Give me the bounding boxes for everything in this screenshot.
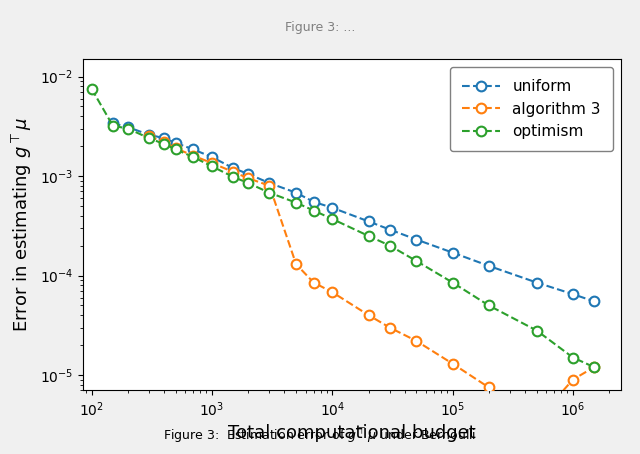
algorithm 3 [569,377,577,382]
optimism [266,190,273,195]
algorithm 3 [229,169,237,175]
algorithm 3 [449,361,456,366]
X-axis label: Total computational budget: Total computational budget [228,424,476,442]
optimism [533,328,541,333]
uniform [386,227,394,232]
uniform [292,190,300,195]
uniform [413,237,420,242]
algorithm 3 [292,262,300,267]
uniform [124,124,132,130]
optimism [386,243,394,248]
optimism [244,180,252,186]
uniform [109,120,116,126]
algorithm 3 [208,160,216,166]
uniform [310,199,317,205]
uniform [365,219,372,224]
optimism [569,355,577,360]
optimism [229,174,237,180]
optimism [328,216,336,222]
algorithm 3 [533,418,541,423]
algorithm 3 [413,338,420,344]
uniform [172,140,180,146]
uniform [266,180,273,186]
algorithm 3 [266,183,273,188]
algorithm 3 [485,385,493,390]
algorithm 3 [172,146,180,151]
uniform [449,250,456,255]
algorithm 3 [189,153,197,158]
optimism [365,233,372,239]
uniform [569,291,577,297]
algorithm 3 [244,176,252,181]
algorithm 3 [328,290,336,295]
algorithm 3 [145,134,153,139]
uniform [160,135,168,141]
optimism [310,208,317,213]
uniform [590,299,598,304]
uniform [328,205,336,211]
optimism [172,147,180,152]
uniform [485,263,493,269]
optimism [160,141,168,147]
algorithm 3 [590,365,598,370]
uniform [145,132,153,138]
algorithm 3 [365,312,372,318]
Line: uniform: uniform [108,118,599,306]
optimism [145,135,153,141]
algorithm 3 [160,139,168,145]
optimism [124,126,132,131]
optimism [109,123,116,128]
uniform [244,171,252,177]
uniform [208,154,216,160]
uniform [229,165,237,171]
Line: algorithm 3: algorithm 3 [144,132,599,425]
optimism [88,86,95,92]
optimism [292,200,300,205]
optimism [485,303,493,308]
Y-axis label: Error in estimating $g^\top\mu$: Error in estimating $g^\top\mu$ [10,117,35,332]
Legend: uniform, algorithm 3, optimism: uniform, algorithm 3, optimism [450,67,613,151]
Line: optimism: optimism [87,84,599,372]
algorithm 3 [310,280,317,285]
optimism [590,365,598,370]
optimism [208,164,216,169]
Text: Figure 3: ...: Figure 3: ... [285,21,355,34]
uniform [189,147,197,152]
Text: Figure 3:  Estimation error of $g^\top \mu$ under Bernoulli: Figure 3: Estimation error of $g^\top \m… [163,426,477,445]
optimism [189,154,197,160]
optimism [413,258,420,264]
algorithm 3 [386,325,394,330]
uniform [533,280,541,285]
optimism [449,280,456,285]
